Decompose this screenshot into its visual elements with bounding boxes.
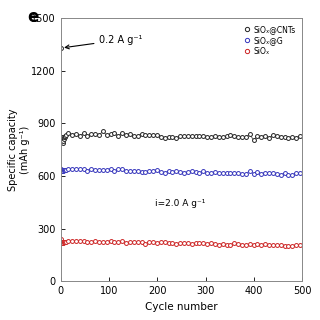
SiOₓ@G: [194, 170, 197, 174]
SiOₓ: [283, 244, 286, 248]
Line: SiOₓ@G: SiOₓ@G: [59, 167, 302, 177]
SiOₓ@CNTs: [194, 134, 197, 138]
SiOₓ: [105, 240, 108, 244]
SiOₓ@G: [60, 167, 63, 171]
SiOₓ@G: [163, 171, 167, 175]
SiOₓ@CNTs: [163, 136, 167, 140]
SiOₓ@G: [298, 171, 302, 175]
SiOₓ: [286, 244, 290, 248]
SiOₓ: [159, 240, 163, 244]
SiOₓ@CNTs: [286, 136, 290, 140]
X-axis label: Cycle number: Cycle number: [145, 302, 218, 312]
SiOₓ@CNTs: [298, 134, 302, 138]
SiOₓ@CNTs: [61, 141, 65, 145]
Line: SiOₓ@CNTs: SiOₓ@CNTs: [59, 46, 302, 145]
SiOₓ@CNTs: [109, 132, 113, 136]
Line: SiOₓ: SiOₓ: [59, 237, 302, 248]
SiOₓ@CNTs: [236, 135, 240, 139]
SiOₓ@G: [286, 173, 290, 177]
SiOₓ@G: [66, 167, 70, 171]
SiOₓ@CNTs: [60, 139, 64, 143]
SiOₓ@G: [74, 167, 78, 171]
Text: e: e: [27, 8, 38, 26]
Y-axis label: Specific capacity
(mAh g⁻¹): Specific capacity (mAh g⁻¹): [8, 108, 30, 191]
Text: 0.2 A g⁻¹: 0.2 A g⁻¹: [65, 35, 143, 49]
SiOₓ: [190, 242, 194, 246]
SiOₓ: [298, 243, 302, 247]
SiOₓ@G: [290, 173, 294, 177]
SiOₓ@G: [275, 172, 279, 176]
SiOₓ: [60, 241, 64, 244]
SiOₓ: [60, 237, 63, 241]
SiOₓ@G: [60, 169, 64, 173]
SiOₓ@CNTs: [60, 46, 63, 50]
SiOₓ: [232, 242, 236, 245]
Legend: SiOₓ@CNTs, SiOₓ@G, SiOₓ: SiOₓ@CNTs, SiOₓ@G, SiOₓ: [240, 22, 299, 59]
Text: i=2.0 A g⁻¹: i=2.0 A g⁻¹: [155, 199, 205, 208]
